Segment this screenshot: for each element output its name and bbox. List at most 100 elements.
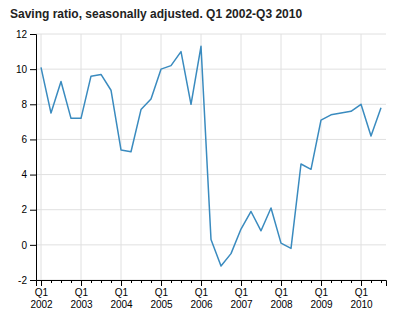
marks (41, 46, 381, 266)
x-tick-label: Q12008 (270, 287, 293, 310)
y-tick-label: 8 (21, 99, 27, 110)
x-tick-mark (41, 280, 42, 286)
y-tick-label: 0 (21, 240, 27, 251)
x-tick-label: Q12010 (350, 287, 373, 310)
x-tick (111, 280, 112, 283)
data-line (41, 46, 381, 266)
x-tick (341, 280, 342, 283)
x-minor-tick-mark (351, 280, 352, 283)
x-minor-tick-mark (61, 280, 62, 283)
x-minor-tick-mark (301, 280, 302, 283)
x-tick-label-line: 2007 (230, 299, 253, 310)
x-tick-label-line: Q1 (75, 287, 89, 298)
y-grid-line (36, 139, 386, 140)
y-tick-label: -2 (18, 275, 27, 286)
x-tick-label-line: 2004 (110, 299, 133, 310)
x-tick-mark (241, 280, 242, 286)
x-tick-label-line: Q1 (195, 287, 209, 298)
x-tick: Q12005 (150, 280, 173, 310)
x-tick-label: Q12005 (150, 287, 173, 310)
y-axis-line (30, 35, 37, 281)
x-minor-tick-mark (211, 280, 212, 283)
x-tick (271, 280, 272, 283)
x-tick (311, 280, 312, 283)
x-grid-line (201, 34, 202, 280)
x-tick-label: Q12002 (30, 287, 53, 310)
chart-title: Saving ratio, seasonally adjusted. Q1 20… (10, 7, 302, 21)
y-tick-label: 10 (16, 64, 28, 75)
y-axis: -2 0 2 4 6 8 10 12 (16, 29, 37, 286)
x-tick: Q12004 (110, 280, 133, 310)
plot-area: -2024681012Q12002Q12003Q12004Q12005Q1200… (16, 29, 387, 310)
y-tick-label: 12 (16, 29, 28, 40)
x-tick-label-line: Q1 (355, 287, 369, 298)
x-tick-label-line: 2005 (150, 299, 173, 310)
y-grid-line (36, 244, 386, 245)
x-grid-line (121, 34, 122, 280)
y-tick-label: 4 (21, 169, 27, 180)
x-tick-label: Q12007 (230, 287, 253, 310)
x-tick-label-line: Q1 (115, 287, 129, 298)
x-minor-tick-mark (271, 280, 272, 283)
x-tick-label-line: 2009 (310, 299, 333, 310)
x-tick-mark (121, 280, 122, 286)
x-tick (171, 280, 172, 283)
chart-container: Saving ratio, seasonally adjusted. Q1 20… (0, 0, 400, 320)
y-grid-line (36, 34, 386, 35)
x-tick (221, 280, 222, 283)
x-minor-tick-mark (381, 280, 382, 283)
x-minor-tick-mark (71, 280, 72, 283)
x-tick: Q12006 (190, 280, 213, 310)
x-tick-label-line: Q1 (315, 287, 329, 298)
y-tick: 0 (21, 240, 36, 251)
x-tick-label-line: Q1 (35, 287, 49, 298)
x-minor-tick-mark (141, 280, 142, 283)
x-tick: Q12007 (230, 280, 253, 310)
x-tick-mark (281, 280, 282, 286)
x-grid-line (321, 34, 322, 280)
x-tick: Q12002 (30, 280, 53, 310)
x-axis: Q12002Q12003Q12004Q12005Q12006Q12007Q120… (30, 280, 386, 310)
y-tick: 12 (16, 29, 36, 40)
y-grid-line (36, 174, 386, 175)
y-tick: -2 (18, 275, 36, 286)
x-tick: Q12003 (70, 280, 93, 310)
x-tick-mark (201, 280, 202, 286)
y-tick-mark (30, 139, 36, 140)
x-tick (261, 280, 262, 283)
y-tick-mark (30, 34, 36, 35)
y-grid-line (36, 104, 386, 105)
x-grid-line (241, 34, 242, 280)
x-tick (131, 280, 132, 283)
y-tick-mark (30, 175, 36, 176)
x-tick (51, 280, 52, 283)
x-tick (301, 280, 302, 283)
x-tick-mark (361, 280, 362, 286)
x-tick-label-line: Q1 (275, 287, 289, 298)
x-tick-label: Q12009 (310, 287, 333, 310)
x-minor-tick-mark (181, 280, 182, 283)
x-tick (61, 280, 62, 283)
y-tick-label: 2 (21, 204, 27, 215)
x-minor-tick-mark (341, 280, 342, 283)
x-tick (351, 280, 352, 283)
x-minor-tick-mark (371, 280, 372, 283)
x-tick (231, 280, 232, 283)
x-tick (191, 280, 192, 283)
y-tick: 4 (21, 169, 36, 180)
x-minor-tick-mark (291, 280, 292, 283)
y-tick: 6 (21, 134, 36, 145)
x-tick-label-line: 2006 (190, 299, 213, 310)
x-tick-label-line: Q1 (235, 287, 249, 298)
x-minor-tick-mark (251, 280, 252, 283)
x-tick: Q12010 (350, 280, 373, 310)
x-minor-tick-mark (311, 280, 312, 283)
chart-svg: Saving ratio, seasonally adjusted. Q1 20… (0, 0, 400, 320)
x-tick (291, 280, 292, 283)
x-tick (181, 280, 182, 283)
x-tick (151, 280, 152, 283)
x-tick: Q12008 (270, 280, 293, 310)
x-tick (331, 280, 332, 283)
x-grid-line (81, 34, 82, 280)
x-minor-tick-mark (191, 280, 192, 283)
